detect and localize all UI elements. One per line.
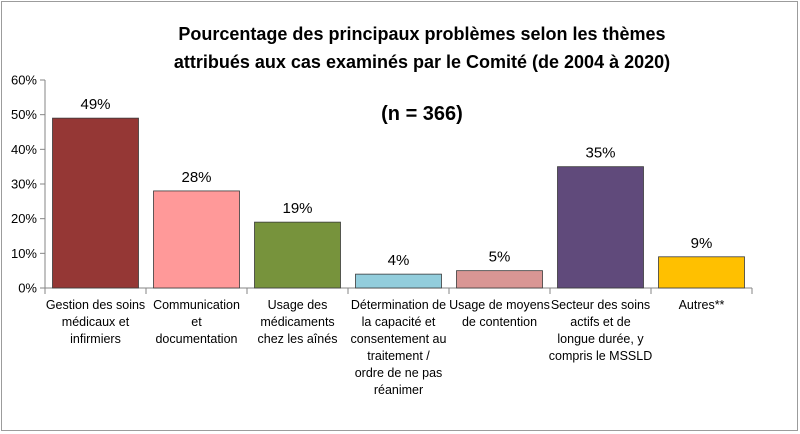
data-label: 49%	[80, 96, 110, 113]
y-tick-label: 60%	[11, 73, 37, 88]
data-label: 28%	[181, 169, 211, 186]
y-tick-label: 20%	[11, 211, 37, 226]
x-tick-label: Usage de moyens de contention	[449, 298, 550, 329]
y-tick-label: 30%	[11, 177, 37, 192]
bar	[557, 166, 644, 289]
y-tick-label: 0%	[18, 281, 37, 296]
data-label: 35%	[585, 145, 615, 162]
y-tick-label: 40%	[11, 142, 37, 157]
x-tick-label: Gestion des soins médicaux et infirmiers	[45, 298, 146, 346]
data-label: 9%	[691, 235, 713, 252]
bar	[658, 256, 745, 289]
data-label: 4%	[388, 252, 410, 269]
bar	[254, 221, 341, 289]
chart-subtitle: (n = 366)	[381, 103, 463, 125]
y-tick-label: 50%	[11, 107, 37, 122]
bar	[456, 270, 543, 289]
bar	[355, 273, 442, 289]
bar	[52, 117, 139, 289]
bar	[153, 190, 240, 289]
x-tick-label: Communication et documentation	[153, 298, 240, 346]
data-label: 19%	[282, 200, 312, 217]
x-tick-label: Usage des médicaments chez les aînés	[257, 298, 338, 346]
chart-title: Pourcentage des principaux problèmes sel…	[173, 24, 671, 72]
x-tick-label: Secteur des soins actifs et de longue du…	[548, 298, 653, 363]
data-label: 5%	[489, 249, 511, 266]
x-tick-label: Autres**	[678, 298, 725, 312]
y-tick-label: 10%	[11, 246, 37, 261]
x-tick-label: Détermination de la capacité et consente…	[350, 298, 447, 397]
